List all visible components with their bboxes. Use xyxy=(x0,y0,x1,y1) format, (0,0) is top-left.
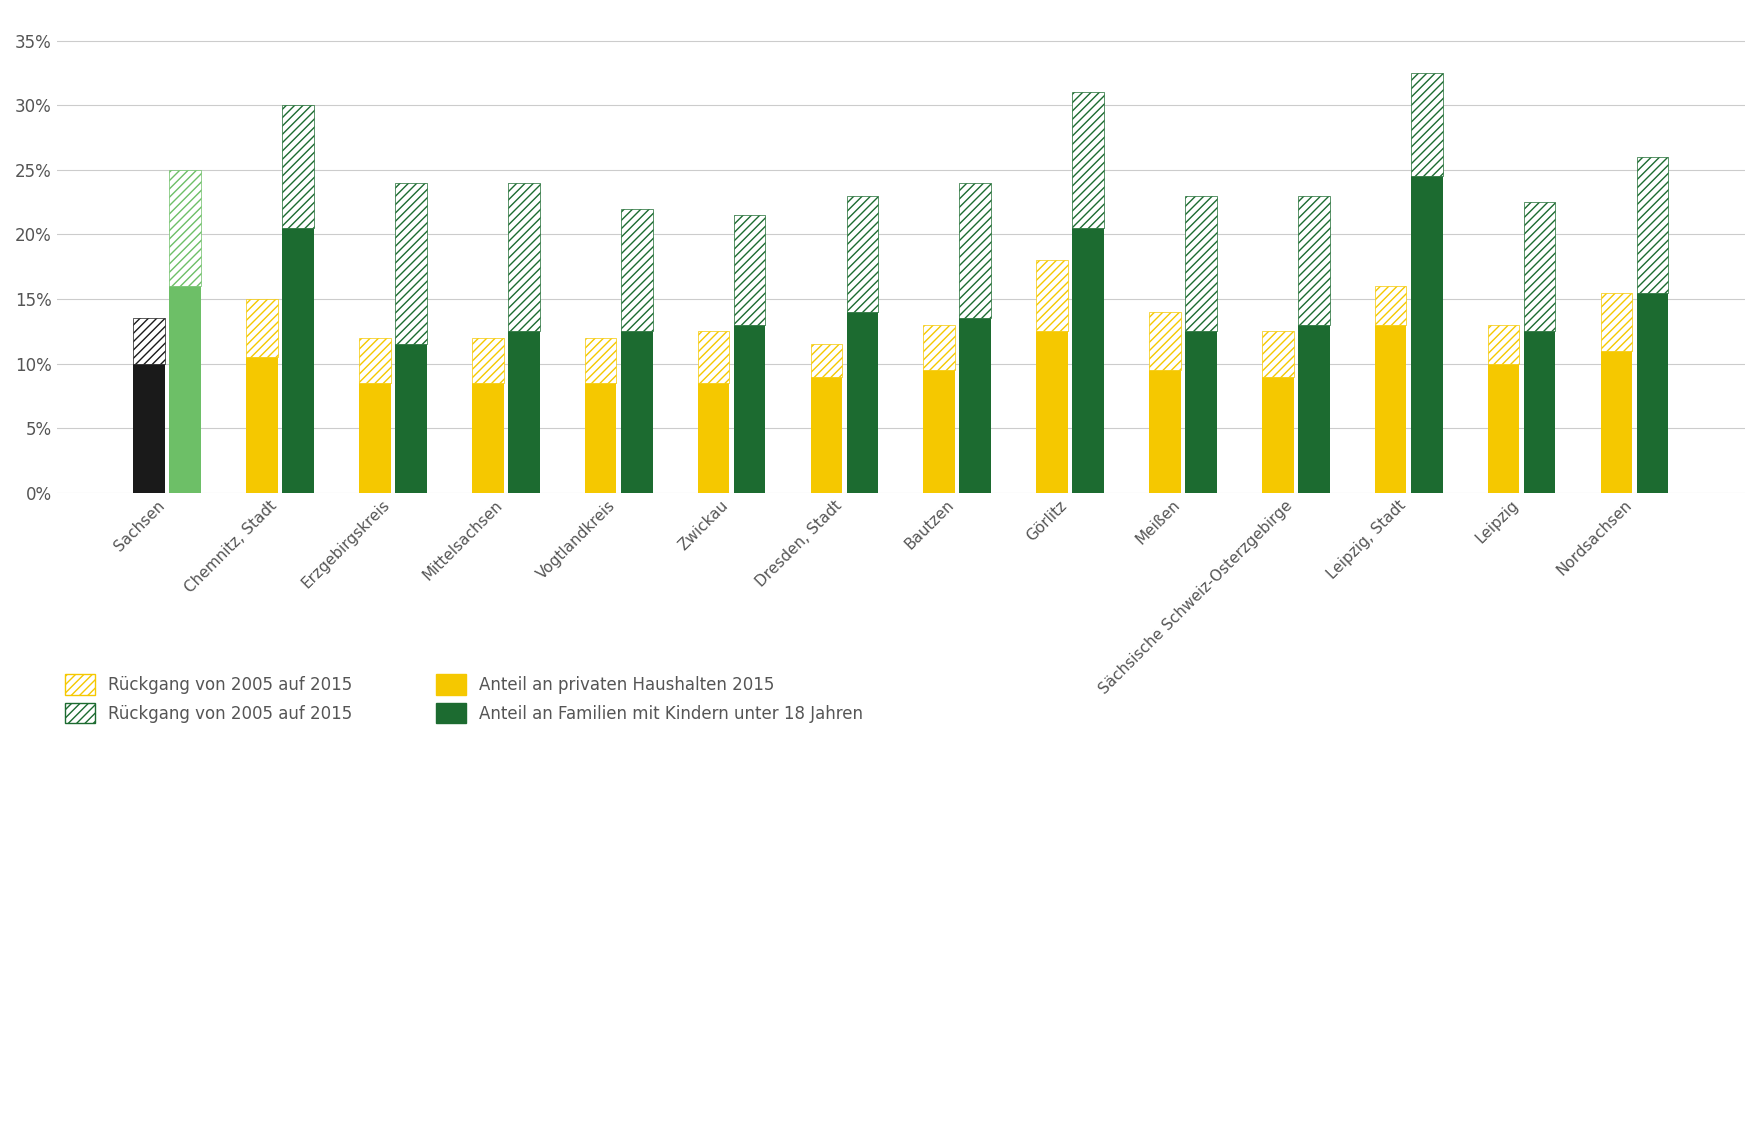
Bar xyxy=(1524,202,1556,332)
Bar xyxy=(1487,364,1519,492)
Bar xyxy=(584,383,616,492)
Bar xyxy=(396,183,426,344)
Bar xyxy=(1299,325,1329,492)
Bar xyxy=(246,298,278,357)
Bar xyxy=(1072,228,1104,492)
Bar xyxy=(1375,286,1406,325)
Bar xyxy=(1524,332,1556,492)
Bar xyxy=(359,338,391,383)
Bar xyxy=(1412,73,1443,177)
Bar xyxy=(811,377,841,492)
Bar xyxy=(959,318,991,492)
Bar xyxy=(282,106,313,228)
Bar xyxy=(169,286,201,492)
Bar xyxy=(924,325,956,370)
Bar xyxy=(924,370,956,492)
Bar xyxy=(1037,332,1068,492)
Bar xyxy=(134,364,165,492)
Bar xyxy=(169,170,201,286)
Bar xyxy=(1149,312,1181,370)
Bar xyxy=(1072,93,1104,228)
Bar xyxy=(734,325,766,492)
Bar xyxy=(811,344,841,377)
Bar xyxy=(282,228,313,492)
Bar xyxy=(1600,293,1632,350)
Bar xyxy=(396,344,426,492)
Bar xyxy=(584,338,616,383)
Bar xyxy=(1262,332,1294,377)
Bar xyxy=(1299,196,1329,325)
Bar xyxy=(1637,157,1668,293)
Bar xyxy=(509,332,540,492)
Bar xyxy=(472,383,503,492)
Bar xyxy=(1600,350,1632,492)
Bar xyxy=(1184,196,1216,332)
Bar xyxy=(1637,293,1668,492)
Bar xyxy=(1262,377,1294,492)
Bar xyxy=(847,196,878,312)
Bar xyxy=(734,215,766,325)
Bar xyxy=(472,338,503,383)
Bar xyxy=(959,183,991,318)
Bar xyxy=(246,357,278,492)
Bar xyxy=(1412,177,1443,492)
Bar xyxy=(134,318,165,364)
Bar xyxy=(1037,261,1068,332)
Bar xyxy=(697,383,729,492)
Bar xyxy=(621,332,653,492)
Bar xyxy=(359,383,391,492)
Bar xyxy=(847,312,878,492)
Bar xyxy=(509,183,540,332)
Bar xyxy=(1184,332,1216,492)
Bar xyxy=(621,209,653,332)
Bar xyxy=(697,332,729,383)
Legend: Rückgang von 2005 auf 2015, Rückgang von 2005 auf 2015, Anteil an privaten Haush: Rückgang von 2005 auf 2015, Rückgang von… xyxy=(65,674,862,723)
Bar xyxy=(1149,370,1181,492)
Bar xyxy=(1375,325,1406,492)
Bar xyxy=(1487,325,1519,364)
